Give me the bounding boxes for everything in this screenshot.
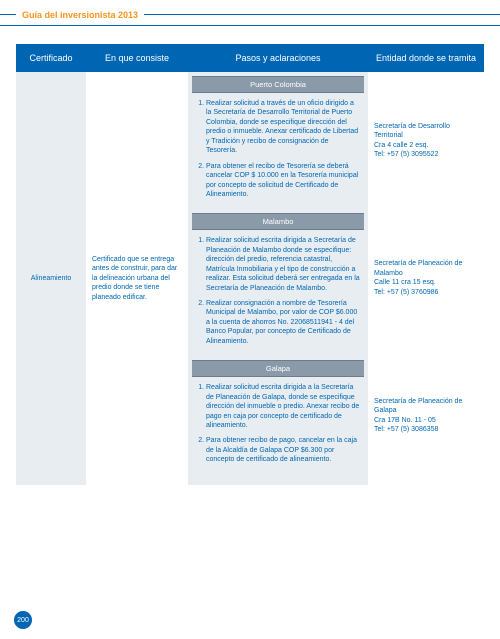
entity-malambo: Secretaría de Planeación de Malambo Call… (368, 210, 484, 348)
cell-descripcion: Certificado que se entrega antes de cons… (86, 72, 188, 485)
section-puerto-colombia: Puerto Colombia (192, 76, 364, 93)
document-title: Guía del inversionista 2013 (16, 10, 144, 20)
steps-puerto-colombia: Realizar solicitud a través de un oficio… (188, 99, 368, 213)
step: Para obtener recibo de pago, cancelar en… (206, 436, 360, 464)
cell-certificado: Alineamiento (16, 72, 86, 485)
cell-entidad: Secretaría de Desarrollo Territorial Cra… (368, 72, 484, 485)
step: Para obtener el recibo de Tesorería se d… (206, 162, 360, 200)
procedures-table: Certificado En que consiste Pasos y acla… (16, 44, 484, 485)
entity-puerto-colombia: Secretaría de Desarrollo Territorial Cra… (368, 72, 484, 210)
step: Realizar solicitud escrita dirigida a Se… (206, 236, 360, 293)
section-galapa: Galapa (192, 360, 364, 377)
steps-galapa: Realizar solicitud escrita dirigida a la… (188, 383, 368, 479)
cell-pasos: Puerto Colombia Realizar solicitud a tra… (188, 72, 368, 485)
section-malambo: Malambo (192, 213, 364, 230)
step: Realizar solicitud escrita dirigida a la… (206, 383, 360, 430)
col-consiste: En que consiste (86, 49, 188, 67)
page-number: 200 (14, 611, 32, 629)
col-certificado: Certificado (16, 49, 86, 67)
table-header: Certificado En que consiste Pasos y acla… (16, 44, 484, 72)
entity-galapa: Secretaría de Planeación de Galapa Cra 1… (368, 347, 484, 485)
col-pasos: Pasos y aclaraciones (188, 49, 368, 67)
steps-malambo: Realizar solicitud escrita dirigida a Se… (188, 236, 368, 360)
table-row: Alineamiento Certificado que se entrega … (16, 72, 484, 485)
col-entidad: Entidad donde se tramita (368, 49, 484, 67)
step: Realizar solicitud a través de un oficio… (206, 99, 360, 156)
step: Realizar consignación a nombre de Tesore… (206, 299, 360, 346)
